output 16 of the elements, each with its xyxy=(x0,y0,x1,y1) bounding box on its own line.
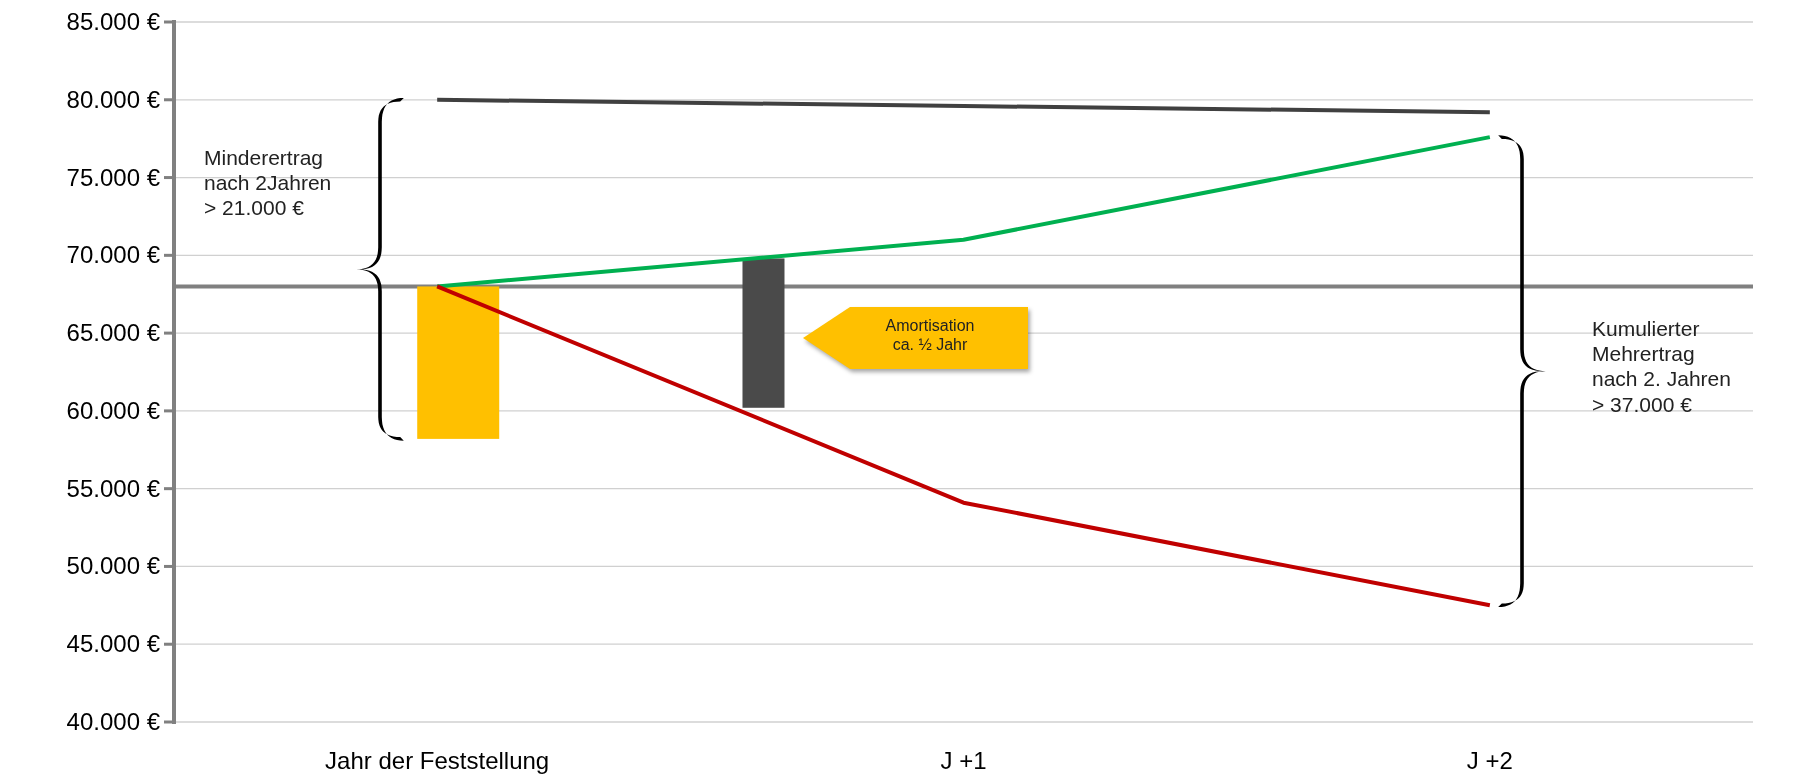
y-tick-label: 85.000 € xyxy=(66,8,161,35)
y-tick-label: 65.000 € xyxy=(66,319,161,347)
y-tick-label: 40.000 € xyxy=(66,708,161,735)
x-tick-label: Jahr der Feststellung xyxy=(325,747,550,774)
annotation: Amortisation ca. ½ Jahr xyxy=(885,317,975,354)
x-tick-label: J +1 xyxy=(940,747,987,774)
y-tick-label: 80.000 € xyxy=(66,85,161,113)
annotation: Kumulierter Mehrertrag nach 2. Jahren > 37.000 € xyxy=(1592,317,1731,416)
y-tick-label: 45.000 € xyxy=(66,630,161,658)
y-tick-label: 60.000 € xyxy=(66,396,161,424)
y-tick-label: 70.000 € xyxy=(66,241,161,269)
annotation: Minderertrag nach 2Jahren > 21.000 € xyxy=(204,146,332,220)
y-tick-label: 50.000 € xyxy=(66,552,161,580)
x-tick-label: J +2 xyxy=(1466,747,1513,774)
y-tick-label: 75.000 € xyxy=(66,163,161,191)
y-tick-label: 55.000 € xyxy=(66,474,161,502)
